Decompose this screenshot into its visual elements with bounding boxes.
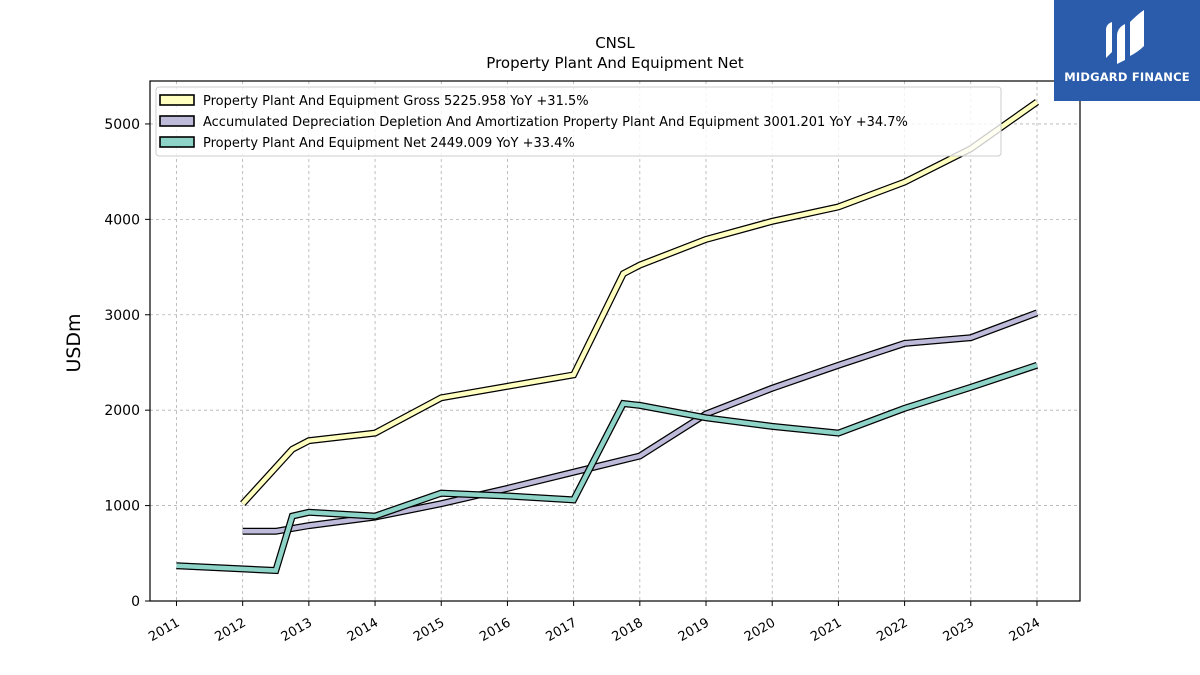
series-line [240,99,1040,507]
legend-entry: Accumulated Depreciation Depletion And A… [203,115,908,130]
x-tick-label: 2023 [941,615,977,645]
legend: Property Plant And Equipment Gross 5225.… [155,86,1002,157]
legend-swatch [159,94,195,106]
x-tick-label: 2019 [676,615,712,645]
x-tick-label: 2022 [874,615,910,645]
brand-logo: MIDGARD FINANCE [1054,0,1200,101]
series-line [242,309,1039,535]
x-tick-label: 2017 [543,615,579,645]
x-tick-label: 2021 [808,615,844,645]
x-tick-label: 2014 [345,615,381,645]
plot-frame [149,80,1081,602]
series-line-outline [176,361,1039,575]
y-tick-label: 5000 [104,117,140,133]
y-tick-label: 0 [131,594,140,610]
y-tick-label: 4000 [104,212,140,228]
legend-swatch [159,115,195,127]
series-layer [176,99,1040,575]
x-tick-label: 2020 [742,615,778,645]
legend-box [155,86,1002,157]
logo-text: MIDGARD FINANCE [1064,70,1190,84]
x-tick-label: 2011 [146,615,182,645]
chart-title: CNSL [595,34,635,52]
logo-mark-icon [1106,10,1144,64]
grid-lines [150,81,1080,602]
y-tick-label: 2000 [104,403,140,419]
series-line-stroke [176,363,1038,573]
legend-entry: Property Plant And Equipment Gross 5225.… [203,94,589,109]
y-axis-label: USDm [63,313,85,372]
series-line-stroke [242,310,1038,534]
x-tick-label: 2015 [411,615,447,645]
x-tick-label: 2013 [279,615,315,645]
chart-subtitle: Property Plant And Equipment Net [486,54,743,72]
y-tick-label: 1000 [104,499,140,515]
x-tick-label: 2012 [213,615,249,645]
legend-swatch [159,136,195,148]
x-tick-label: 2024 [1007,615,1043,645]
series-line-stroke [241,100,1039,506]
y-tick-label: 3000 [104,308,140,324]
series-line [176,361,1039,575]
x-tick-label: 2016 [477,615,513,645]
legend-entry: Property Plant And Equipment Net 2449.00… [203,136,575,151]
x-tick-label: 2018 [610,615,646,645]
